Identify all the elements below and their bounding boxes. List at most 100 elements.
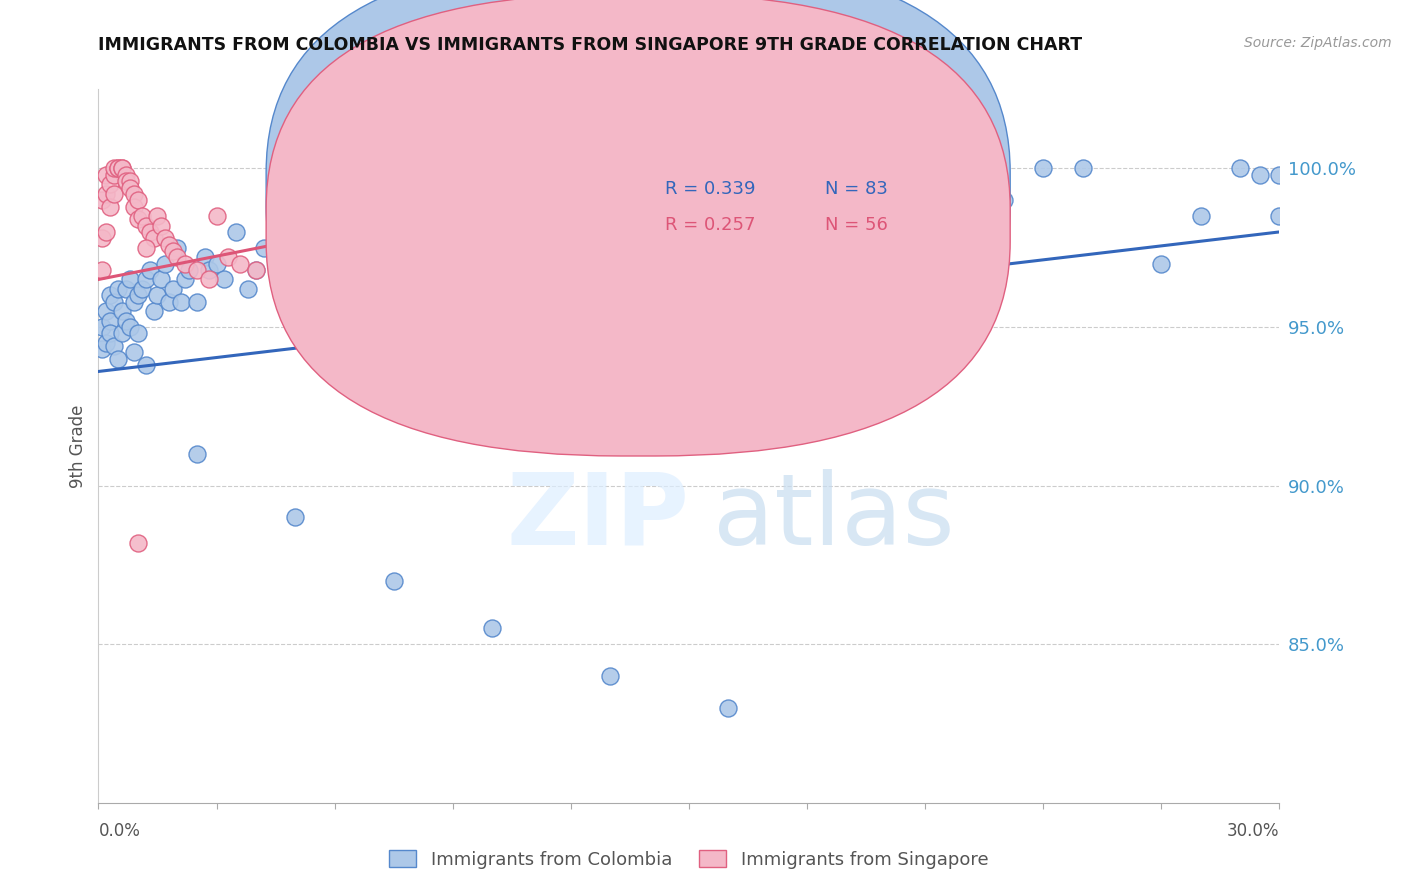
Point [717,700,740,714]
Text: 0.0%: 0.0% [98,822,141,840]
Point [1249,168,1271,182]
Point [1229,161,1251,176]
Point [103,186,125,201]
Point [127,193,149,207]
Point [481,241,503,255]
Point [103,339,125,353]
Text: ZIP: ZIP [506,469,689,566]
Point [678,225,700,239]
Point [107,282,129,296]
Point [560,219,582,233]
Point [217,250,239,264]
Point [103,294,125,309]
Point [245,263,267,277]
Point [111,161,134,176]
Point [875,161,897,176]
Point [162,244,184,258]
Point [135,219,157,233]
Point [225,225,247,239]
Text: N = 56: N = 56 [825,216,887,234]
Point [115,282,138,296]
Point [1150,257,1173,271]
Point [264,257,287,271]
Point [135,241,157,255]
Point [186,294,208,309]
Point [520,231,543,245]
Point [91,193,114,207]
Point [135,358,157,372]
Point [253,241,276,255]
Point [441,272,464,286]
Point [186,447,208,461]
Point [461,225,484,239]
Point [138,225,160,239]
Point [756,161,779,176]
Point [1268,168,1291,182]
Point [638,209,661,223]
Point [111,326,134,341]
Point [481,257,503,271]
Point [91,231,114,245]
Point [304,257,326,271]
Point [150,272,173,286]
Point [205,257,228,271]
Point [599,263,621,277]
Point [993,193,1015,207]
Point [96,168,118,182]
Point [118,320,141,334]
Point [103,168,125,182]
Point [115,168,138,182]
Point [284,250,307,264]
Point [177,263,200,277]
Point [122,186,145,201]
Text: 30.0%: 30.0% [1227,822,1279,840]
Point [186,263,208,277]
Y-axis label: 9th Grade: 9th Grade [69,404,87,488]
Point [96,225,118,239]
Point [1032,161,1054,176]
Point [131,282,153,296]
Point [560,250,582,264]
Point [135,272,157,286]
Point [91,343,114,357]
Point [194,250,217,264]
Point [402,288,425,302]
Point [229,257,252,271]
Point [166,241,188,255]
Point [402,263,425,277]
Point [122,200,145,214]
Point [796,209,818,223]
Point [122,294,145,309]
Point [382,574,405,588]
Text: R = 0.257: R = 0.257 [665,216,756,234]
Point [98,178,121,192]
FancyBboxPatch shape [266,0,1010,420]
Point [170,294,193,309]
Point [264,241,287,255]
Point [91,263,114,277]
Point [599,669,621,683]
Point [323,241,346,255]
Point [236,282,259,296]
Text: Source: ZipAtlas.com: Source: ZipAtlas.com [1244,36,1392,50]
Point [155,257,177,271]
Text: atlas: atlas [713,469,955,566]
Point [214,272,236,286]
FancyBboxPatch shape [606,171,960,264]
Legend: Immigrants from Colombia, Immigrants from Singapore: Immigrants from Colombia, Immigrants fro… [382,843,995,876]
Point [599,209,621,223]
Point [96,304,118,318]
FancyBboxPatch shape [266,0,1010,456]
Point [284,288,307,302]
Point [197,272,219,286]
Point [162,282,184,296]
Point [157,237,180,252]
Point [115,314,138,328]
Point [127,212,149,227]
Point [363,241,385,255]
Point [98,314,121,328]
Point [717,193,740,207]
Point [323,225,346,239]
Point [166,250,188,264]
Point [638,193,661,207]
